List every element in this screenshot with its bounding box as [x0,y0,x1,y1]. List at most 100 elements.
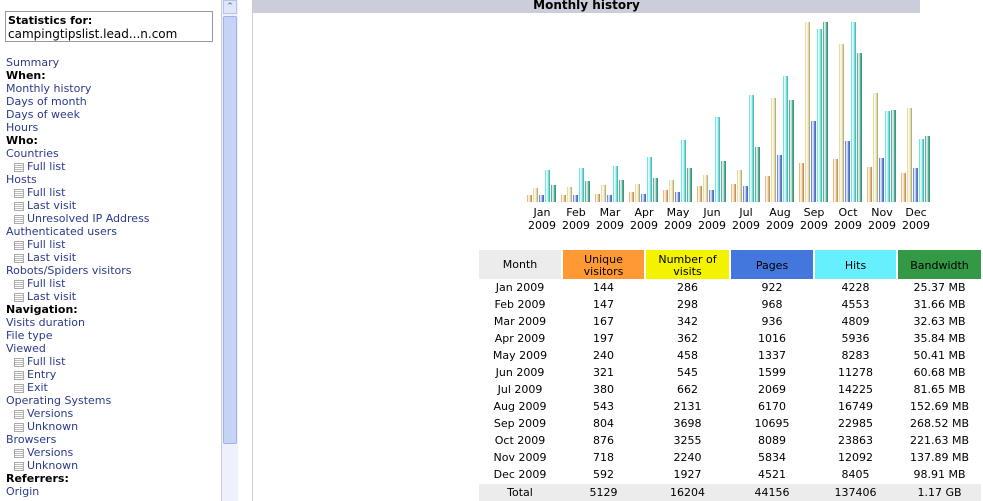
total-cell: 16204 [670,486,705,499]
menu-sublink[interactable]: Full list [27,160,66,173]
value-cell: 60.68 MB [913,366,966,379]
menu-link[interactable]: Summary [6,56,60,69]
bar [703,175,708,202]
value-cell: 4228 [841,281,870,294]
menu-sublink[interactable]: Full list [27,186,66,199]
bar [601,185,606,202]
month-cell: Nov 2009 [493,451,547,464]
value-cell: 286 [677,281,698,294]
value-cell: 718 [593,451,614,464]
value-cell: 1337 [758,349,786,362]
value-cell: 240 [593,349,614,362]
bar [653,177,658,202]
x-tick-label: May 2009 [664,206,692,232]
bar [545,170,550,202]
menu-link[interactable]: Visits duration [6,316,85,329]
menu-sublink[interactable]: Unknown [27,459,79,472]
value-cell: 25.37 MB [913,281,966,294]
value-cell: 1016 [758,332,786,345]
menu-link[interactable]: Operating Systems [6,394,112,407]
value-cell: 968 [761,298,783,311]
menu-link[interactable]: Authenticated users [6,225,117,238]
value-cell: 152.69 MB [909,400,970,413]
bar [811,121,816,202]
menu-sublink[interactable]: Unknown [27,420,79,433]
menu-link[interactable]: Hosts [6,173,37,186]
x-tick-label: Mar 2009 [596,206,624,232]
x-tick-label: Sep 2009 [800,206,828,232]
menu-sublink[interactable]: Versions [27,446,74,459]
menu-sublink[interactable]: Full list [27,238,66,251]
header-cell: Hits [815,250,896,279]
menu-sublink[interactable]: Versions [27,407,74,420]
menu-sublink[interactable]: Full list [27,277,66,290]
scroll-thumb[interactable] [223,16,237,444]
month-cell: Mar 2009 [493,315,547,328]
menu-link[interactable]: Viewed [6,342,46,355]
menu-link[interactable]: Days of month [6,95,87,108]
site-name: campingtipslist.lead...n.com [8,27,178,41]
value-cell: 4553 [841,298,870,311]
value-cell: 197 [593,332,614,345]
bar [885,110,890,202]
sidebar: Statistics for: campingtipslist.lead...n… [0,0,220,501]
bar [663,190,668,202]
month-cell: Aug 2009 [493,400,547,413]
total-cell: 44156 [754,486,790,499]
value-cell: 147 [593,298,614,311]
menu-icon [14,423,24,432]
menu-link[interactable]: Origin [6,485,40,498]
menu-sublink[interactable]: Unresolved IP Address [27,212,150,225]
bar [607,194,612,202]
menu-icon [14,293,24,302]
menu-sublink[interactable]: Full list [27,355,66,368]
header-cell: Bandwidth [898,250,981,279]
value-cell: 321 [593,366,614,379]
bar [619,180,624,202]
value-cell: 5834 [758,451,786,464]
menu-link[interactable]: Monthly history [6,82,92,95]
bar [533,188,538,202]
value-cell: 458 [677,349,698,362]
value-cell: 167 [593,315,614,328]
menu-sublink[interactable]: Last visit [27,251,77,264]
value-cell: 545 [677,366,698,379]
bar [737,169,742,202]
menu-sublink[interactable]: Exit [27,381,48,394]
section-title: Monthly history [253,0,920,13]
value-cell: 5936 [841,332,870,345]
bar [891,109,896,202]
value-cell: 298 [677,298,698,311]
menu-link[interactable]: Hours [6,121,39,134]
menu-link[interactable]: Countries [6,147,59,160]
menu-icon [14,202,24,211]
bar [913,167,918,202]
value-cell: 268.52 MB [909,417,970,430]
total-cell: 5129 [589,486,618,499]
bar [833,159,838,202]
value-cell: 2131 [673,400,702,413]
month-cell: Jan 2009 [495,281,545,294]
scroll-up[interactable]: ⌃ [223,0,237,14]
menu-sublink[interactable]: Entry [27,368,57,381]
value-cell: 35.84 MB [913,332,966,345]
value-cell: 81.65 MB [913,383,966,396]
menu-heading: Navigation: [6,303,78,316]
menu-link[interactable]: File type [6,329,53,342]
menu-heading: Referrers: [6,472,69,485]
bar [799,162,804,202]
value-cell: 32.63 MB [913,315,966,328]
bar [857,53,862,202]
x-tick-label: Aug 2009 [766,206,794,232]
scrollbar[interactable]: ⌃ [221,0,238,501]
bar [697,186,702,202]
menu-link[interactable]: Robots/Spiders visitors [6,264,132,277]
menu-link[interactable]: Browsers [6,433,57,446]
menu-icon [14,280,24,289]
menu-icon [14,449,24,458]
menu-sublink[interactable]: Last visit [27,199,77,212]
menu-sublink[interactable]: Last visit [27,290,77,303]
menu-link[interactable]: Days of week [6,108,80,121]
value-cell: 543 [593,400,614,413]
bar [579,167,584,202]
